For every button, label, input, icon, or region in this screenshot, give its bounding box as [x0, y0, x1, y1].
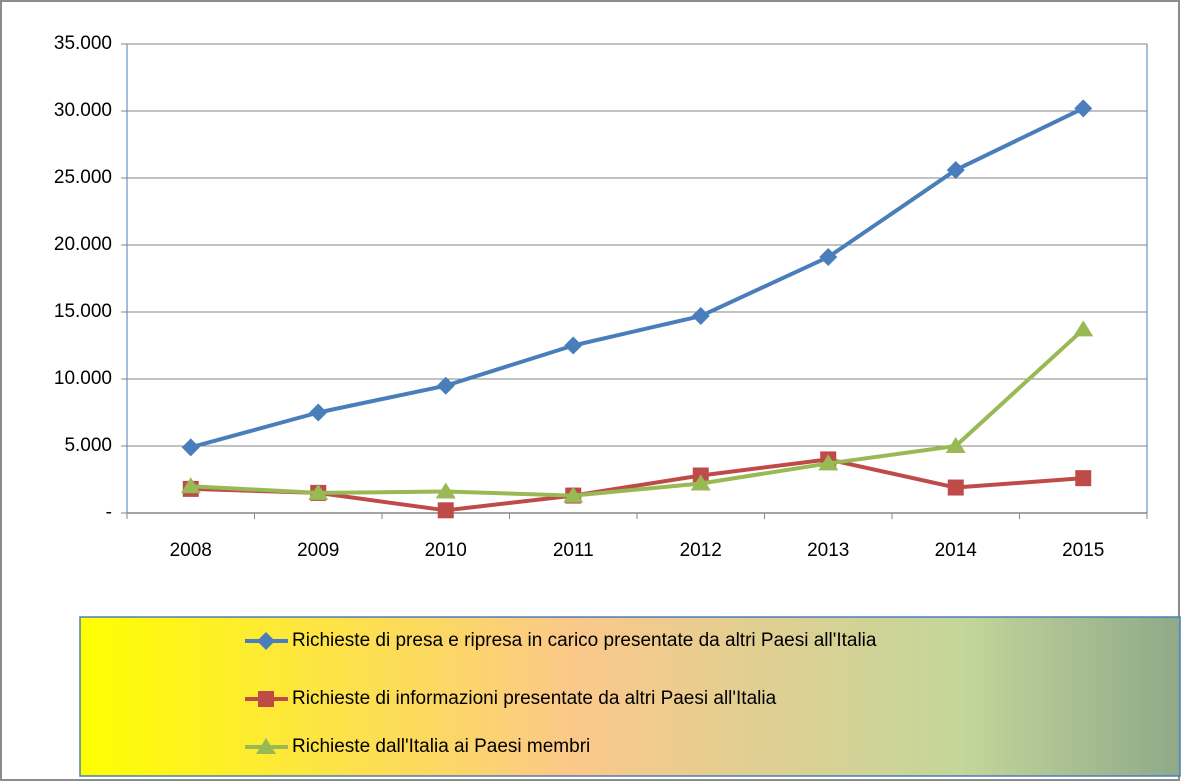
legend-marker: [256, 738, 276, 754]
data-point: [436, 376, 455, 395]
x-tick-label: 2014: [935, 540, 978, 561]
y-tick-label: 20.000: [54, 234, 112, 255]
legend-marker: [257, 632, 275, 650]
series-line: [190, 457, 1084, 513]
data-point: [691, 307, 710, 326]
legend-marker: [258, 691, 274, 707]
legend-label: Richieste dall'Italia ai Paesi membri: [292, 736, 590, 757]
data-point: [180, 477, 201, 494]
data-point: [819, 248, 838, 267]
legend-label: Richieste di informazioni presentate da …: [292, 688, 777, 709]
data-point: [435, 482, 456, 499]
data-point: [309, 403, 328, 422]
x-tick-label: 2008: [170, 540, 212, 561]
data-point: [564, 336, 583, 355]
y-tick-label: 30.000: [54, 100, 112, 121]
data-point: [690, 474, 711, 491]
x-tick-label: 2015: [1062, 540, 1104, 561]
data-point: [946, 160, 965, 179]
legend-label: Richieste di presa e ripresa in carico p…: [292, 630, 877, 651]
y-tick-label: 25.000: [54, 167, 112, 188]
data-point: [945, 437, 966, 453]
data-point: [308, 483, 329, 500]
x-tick-label: 2012: [680, 540, 722, 561]
x-tick-label: 2009: [297, 540, 339, 561]
series-line: [190, 327, 1085, 498]
data-point: [181, 438, 200, 457]
data-point: [818, 454, 839, 471]
data-point: [1074, 99, 1093, 118]
data-point: [563, 486, 584, 503]
y-tick-label: 15.000: [54, 301, 112, 322]
data-point: [437, 502, 454, 519]
y-tick-label: 35.000: [54, 33, 112, 54]
data-point: [1073, 320, 1094, 337]
x-tick-label: 2010: [425, 540, 467, 561]
y-tick-label: 10.000: [54, 368, 112, 389]
data-point: [1075, 470, 1092, 487]
x-tick-label: 2013: [807, 540, 849, 561]
x-tick-label: 2011: [553, 540, 594, 561]
y-tick-label: -: [106, 502, 112, 523]
series-line: [190, 106, 1085, 450]
data-point: [947, 479, 964, 496]
y-tick-label: 5.000: [64, 435, 112, 456]
